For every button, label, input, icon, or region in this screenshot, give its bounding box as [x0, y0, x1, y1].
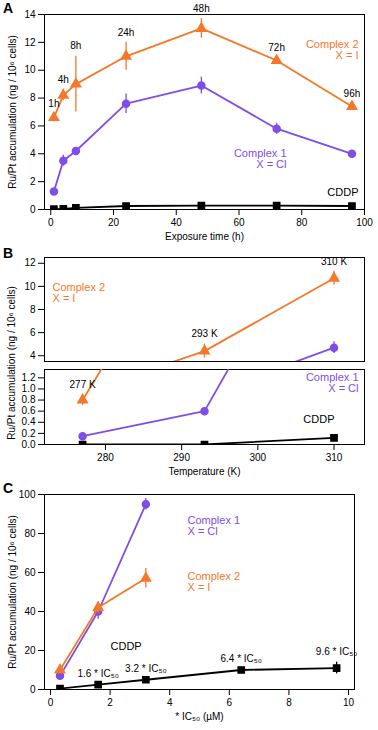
svg-text:CDDP: CDDP — [303, 413, 334, 425]
svg-text:0: 0 — [48, 217, 54, 228]
svg-text:80: 80 — [296, 217, 308, 228]
svg-text:60: 60 — [233, 217, 245, 228]
html-text:Ru/Pt accumulation (ng / 10⁶ c: Ru/Pt accumulation (ng / 10⁶ cells) — [5, 285, 17, 440]
svg-text:1.6 * IC₅₀: 1.6 * IC₅₀ — [77, 668, 119, 679]
svg-text:60: 60 — [24, 567, 36, 578]
svg-text:8h: 8h — [70, 40, 81, 51]
svg-text:20: 20 — [24, 645, 36, 656]
svg-text:80: 80 — [24, 528, 36, 539]
html-text:B: B — [3, 245, 14, 261]
svg-text:CDDP: CDDP — [111, 640, 142, 652]
svg-text:96h: 96h — [344, 88, 361, 99]
svg-text:Complex 1X = Cl: Complex 1X = Cl — [188, 514, 241, 537]
svg-text:6: 6 — [227, 697, 233, 708]
svg-text:3.2 * IC₅₀: 3.2 * IC₅₀ — [125, 663, 167, 674]
svg-text:8: 8 — [30, 304, 36, 315]
svg-text:0: 0 — [48, 697, 54, 708]
svg-text:Complex 1X = Cl: Complex 1X = Cl — [234, 147, 287, 170]
svg-text:Complex 2X = I: Complex 2X = I — [53, 281, 106, 304]
svg-text:40: 40 — [171, 217, 183, 228]
html-text:C: C — [3, 480, 14, 496]
svg-text:48h: 48h — [193, 3, 210, 14]
svg-text:0: 0 — [30, 204, 36, 215]
svg-text:0.0: 0.0 — [22, 439, 36, 450]
svg-text:280: 280 — [97, 452, 114, 463]
svg-text:4: 4 — [30, 148, 36, 159]
svg-text:12: 12 — [24, 37, 36, 48]
svg-text:72h: 72h — [268, 42, 285, 53]
svg-text:310 K: 310 K — [321, 256, 347, 267]
svg-text:10: 10 — [343, 697, 355, 708]
svg-text:* IC₅₀ (µM): * IC₅₀ (µM) — [175, 711, 223, 722]
svg-text:8: 8 — [286, 697, 292, 708]
svg-text:4: 4 — [30, 350, 36, 361]
svg-text:2: 2 — [30, 176, 36, 187]
svg-text:310: 310 — [326, 452, 343, 463]
svg-text:Ru/Pt accumulation (ng / 10⁶ c: Ru/Pt accumulation (ng / 10⁶ cells) — [7, 515, 18, 669]
svg-text:10: 10 — [24, 281, 36, 292]
svg-text:Exposure time (h): Exposure time (h) — [165, 231, 244, 242]
svg-text:4h: 4h — [58, 74, 69, 85]
svg-text:1h: 1h — [48, 98, 59, 109]
svg-text:Complex 2X = I: Complex 2X = I — [188, 570, 241, 593]
svg-text:293 K: 293 K — [191, 328, 217, 339]
html-text:A: A — [3, 0, 14, 16]
svg-text:1.0: 1.0 — [22, 383, 36, 394]
svg-text:100: 100 — [19, 489, 36, 500]
svg-text:Complex 1X = Cl: Complex 1X = Cl — [306, 371, 359, 394]
svg-text:Temperature (K): Temperature (K) — [168, 466, 240, 477]
svg-text:CDDP: CDDP — [327, 186, 358, 198]
svg-text:0: 0 — [30, 684, 36, 695]
svg-text:6: 6 — [30, 327, 36, 338]
svg-text:Complex 2X = I: Complex 2X = I — [306, 38, 359, 61]
svg-text:100: 100 — [356, 217, 373, 228]
svg-text:24h: 24h — [118, 27, 135, 38]
svg-text:277 K: 277 K — [70, 379, 96, 390]
svg-text:20: 20 — [108, 217, 120, 228]
svg-text:0.2: 0.2 — [22, 428, 36, 439]
svg-text:6: 6 — [30, 120, 36, 131]
svg-text:40: 40 — [24, 606, 36, 617]
svg-text:0.6: 0.6 — [22, 405, 36, 416]
svg-text:6.4 * IC₅₀: 6.4 * IC₅₀ — [220, 653, 262, 664]
svg-text:290: 290 — [173, 452, 190, 463]
svg-text:300: 300 — [249, 452, 266, 463]
svg-text:0.4: 0.4 — [22, 416, 36, 427]
svg-text:12: 12 — [24, 257, 36, 268]
svg-text:Ru/Pt accumulation (ng / 10⁶ c: Ru/Pt accumulation (ng / 10⁶ cells) — [7, 35, 18, 189]
svg-text:10: 10 — [24, 64, 36, 75]
svg-text:2: 2 — [107, 697, 113, 708]
svg-text:1.2: 1.2 — [22, 372, 36, 383]
svg-text:8: 8 — [30, 92, 36, 103]
svg-text:4: 4 — [167, 697, 173, 708]
svg-text:0.8: 0.8 — [22, 394, 36, 405]
svg-text:9.6 * IC₅₀: 9.6 * IC₅₀ — [316, 646, 358, 657]
svg-text:14: 14 — [24, 9, 36, 20]
